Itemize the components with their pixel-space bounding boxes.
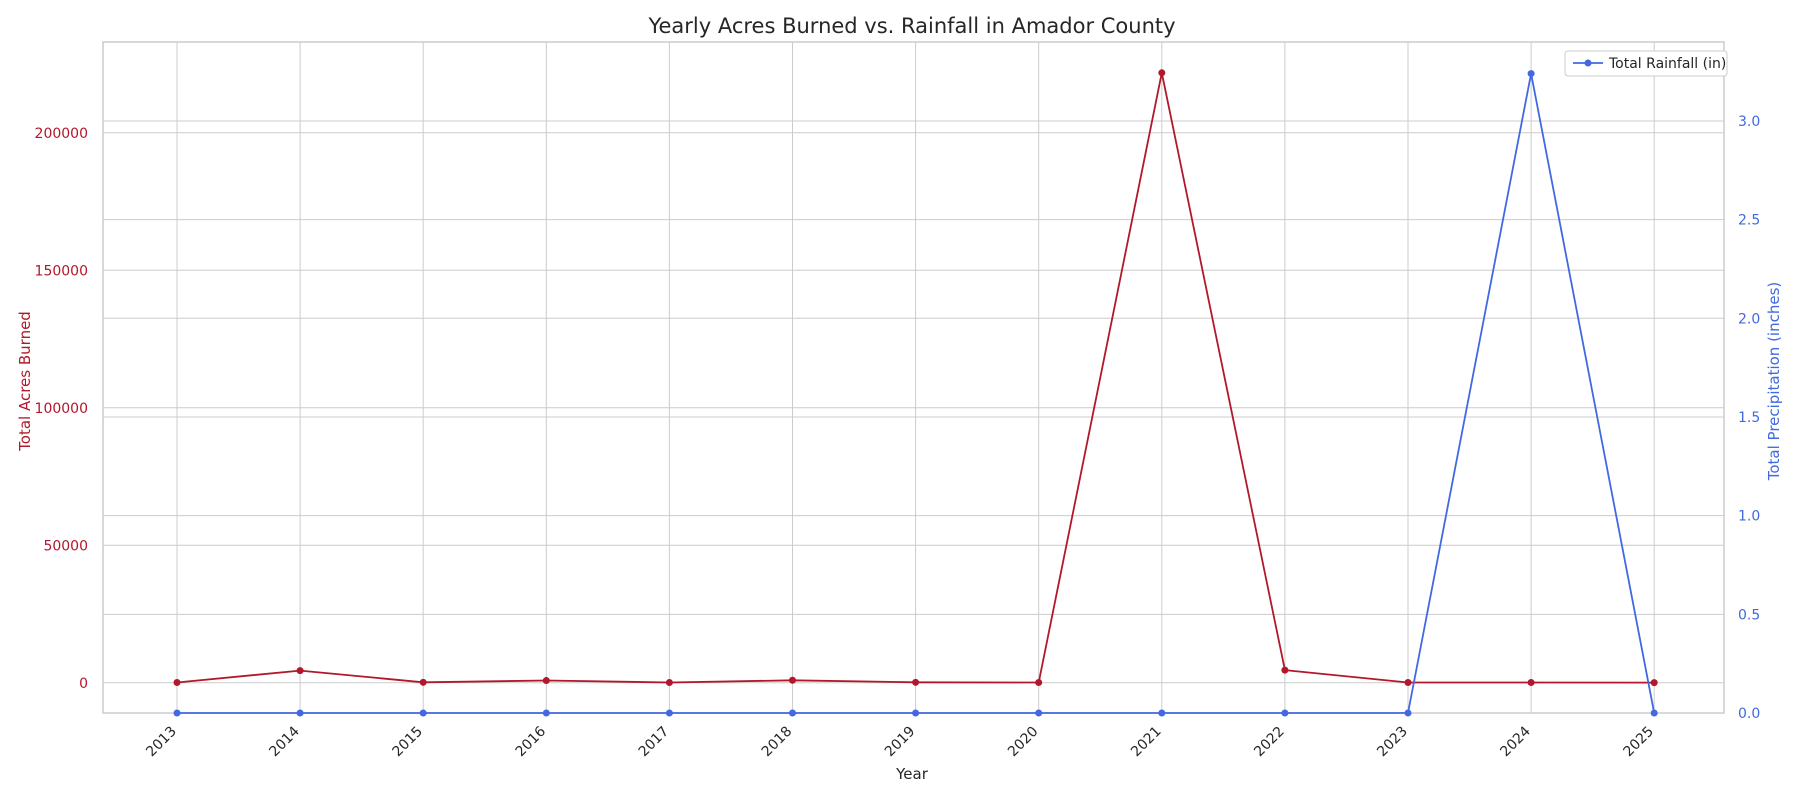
x-tick-label-2023: 2023	[1374, 724, 1411, 761]
x-tick-label-2013: 2013	[143, 724, 180, 761]
data-point-total-rainfall-in-2021	[1158, 709, 1166, 717]
data-point-total-acres-burned-2014	[296, 667, 304, 675]
right-y-axis-label: Total Precipitation (inches)	[1765, 282, 1783, 482]
data-point-total-acres-burned-2022	[1281, 666, 1289, 674]
right-y-tick-label-2.5: 2.5	[1738, 213, 1760, 229]
x-tick-label-2022: 2022	[1251, 724, 1288, 761]
left-y-axis-label: Total Acres Burned	[16, 311, 34, 452]
data-point-total-rainfall-in-2016	[542, 709, 550, 717]
data-point-total-acres-burned-2019	[912, 678, 920, 686]
data-point-total-rainfall-in-2015	[419, 709, 427, 717]
right-y-axis-ticks: 0.0 0.5 1.0 1.5 2.0 2.5 3.0	[1738, 114, 1760, 722]
x-axis-label: Year	[895, 765, 929, 783]
data-point-total-rainfall-in-2024	[1527, 70, 1535, 78]
plot-border	[102, 41, 1725, 714]
x-tick-label-2018: 2018	[759, 724, 796, 761]
x-tick-label-2015: 2015	[390, 724, 427, 761]
x-tick-label-2017: 2017	[636, 724, 673, 761]
data-point-total-acres-burned-2023	[1404, 678, 1412, 686]
right-y-tick-label-2.0: 2.0	[1738, 311, 1760, 327]
legend-marker-rainfall	[1584, 59, 1592, 67]
x-tick-label-2025: 2025	[1621, 724, 1658, 761]
x-tick-label-2024: 2024	[1497, 723, 1534, 760]
left-y-tick-label-0: 0	[79, 676, 88, 692]
plot-frame	[102, 41, 1725, 714]
data-point-total-acres-burned-2015	[419, 678, 427, 686]
chart-title: Yearly Acres Burned vs. Rainfall in Amad…	[647, 14, 1175, 38]
right-y-tick-label-1.0: 1.0	[1738, 509, 1760, 525]
right-y-tick-label-3.0: 3.0	[1738, 114, 1760, 130]
data-point-total-acres-burned-2016	[542, 677, 550, 685]
data-point-total-rainfall-in-2023	[1404, 709, 1412, 717]
left-y-tick-label-100000: 100000	[35, 401, 88, 417]
data-point-total-acres-burned-2017	[665, 678, 673, 686]
left-y-axis-ticks: 0 50000 100000 150000 200000	[35, 126, 88, 692]
legend-box	[1564, 50, 1728, 77]
data-point-total-acres-burned-2024	[1527, 678, 1535, 686]
right-y-tick-label-1.5: 1.5	[1738, 410, 1760, 426]
data-point-total-acres-burned-2013	[173, 678, 181, 686]
data-point-total-rainfall-in-2014	[296, 709, 304, 717]
data-point-total-rainfall-in-2022	[1281, 709, 1289, 717]
x-tick-label-2019: 2019	[882, 724, 919, 761]
right-y-tick-label-0.0: 0.0	[1738, 706, 1760, 722]
x-tick-label-2020: 2020	[1005, 724, 1042, 761]
grid-lines	[103, 42, 1724, 714]
data-point-total-acres-burned-2025	[1650, 679, 1658, 687]
legend-label-rainfall: Total Rainfall (in)	[1608, 56, 1726, 72]
left-y-tick-label-200000: 200000	[35, 126, 88, 142]
data-point-total-rainfall-in-2018	[789, 709, 796, 717]
data-point-total-acres-burned-2018	[789, 676, 796, 684]
right-y-tick-label-0.5: 0.5	[1738, 607, 1760, 623]
legend: Total Rainfall (in)	[1564, 50, 1728, 77]
data-point-total-rainfall-in-2017	[665, 709, 673, 717]
data-point-total-rainfall-in-2013	[173, 709, 181, 717]
x-tick-label-2016: 2016	[513, 723, 550, 760]
x-axis-ticks: 2013 2014 2015 2016 2017 2018 2019 2020 2021 2022…	[143, 723, 1657, 760]
x-tick-label-2021: 2021	[1128, 724, 1165, 761]
data-point-total-rainfall-in-2020	[1035, 709, 1043, 717]
x-tick-label-2014: 2014	[266, 723, 303, 760]
series-layer	[173, 69, 1658, 717]
left-y-tick-label-50000: 50000	[43, 538, 88, 554]
data-point-total-acres-burned-2021	[1158, 69, 1166, 77]
data-point-total-rainfall-in-2025	[1650, 709, 1658, 717]
data-point-total-acres-burned-2020	[1035, 678, 1043, 686]
left-y-tick-label-150000: 150000	[35, 263, 88, 279]
data-point-total-rainfall-in-2019	[912, 709, 920, 717]
